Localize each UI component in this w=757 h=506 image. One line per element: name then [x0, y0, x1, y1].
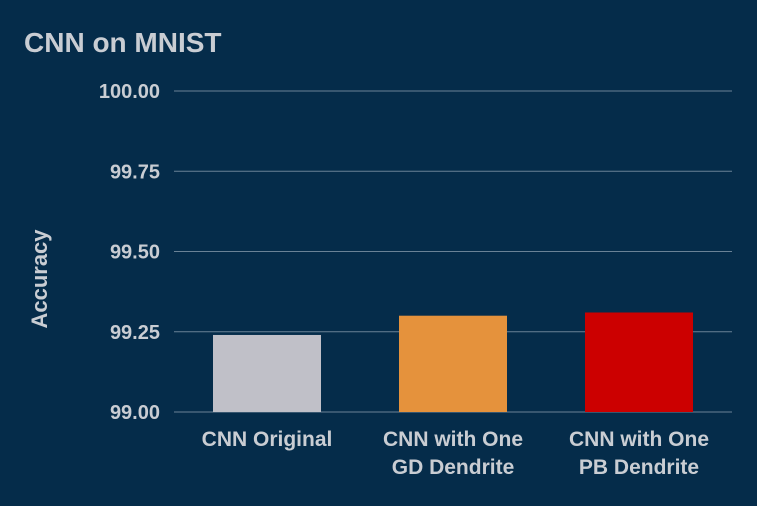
chart-title: CNN on MNIST	[24, 27, 222, 58]
y-axis-label: Accuracy	[27, 229, 52, 329]
bars	[213, 312, 693, 412]
x-axis-ticks: CNN Original CNN with One GD Dendrite CNN w…	[202, 428, 709, 479]
bar	[213, 334, 321, 412]
x-tick-label: CNN Original	[202, 428, 333, 451]
bar	[399, 315, 507, 412]
y-tick-label: 99.50	[110, 242, 160, 264]
y-tick-label: 99.75	[110, 161, 160, 183]
y-tick-label: 100.00	[99, 81, 160, 103]
x-tick-label: CNN with One	[569, 428, 709, 451]
x-tick-label: CNN with One	[383, 428, 523, 451]
y-axis-ticks: 99.00 99.25 99.50 99.75 100.00	[99, 81, 160, 424]
y-tick-label: 99.00	[110, 402, 160, 424]
x-tick-label: GD Dendrite	[392, 456, 515, 479]
x-tick-label: PB Dendrite	[579, 456, 699, 479]
y-tick-label: 99.25	[110, 322, 160, 344]
bar	[585, 312, 693, 412]
